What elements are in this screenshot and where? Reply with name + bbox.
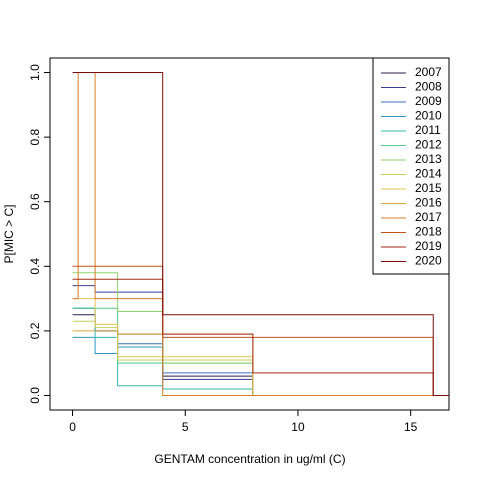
legend-label: 2009 — [415, 94, 442, 108]
legend-label: 2014 — [415, 167, 442, 181]
legend-label: 2016 — [415, 196, 442, 210]
legend-label: 2010 — [415, 109, 442, 123]
legend-box — [372, 57, 450, 275]
step-line — [72, 265, 449, 396]
step-line — [72, 285, 449, 396]
y-tick-label: 0.4 — [28, 258, 42, 275]
step-line — [72, 336, 449, 396]
step-line — [72, 320, 449, 396]
y-axis-label: P[MIC > C] — [2, 204, 16, 263]
step-line — [72, 72, 449, 396]
x-axis-label: GENTAM concentration in ug/ml (C) — [154, 452, 345, 466]
legend-label: 2020 — [415, 254, 442, 268]
step-line — [72, 307, 449, 396]
legend-label: 2013 — [415, 152, 442, 166]
legend-label: 2008 — [415, 80, 442, 94]
y-tick-label: 0.0 — [28, 387, 42, 404]
x-tick-label: 15 — [404, 420, 418, 434]
legend-label: 2007 — [415, 65, 442, 79]
legend-label: 2019 — [415, 239, 442, 253]
legend-label: 2017 — [415, 210, 442, 224]
step-line — [72, 307, 449, 396]
x-tick-label: 5 — [182, 420, 189, 434]
step-line — [72, 314, 449, 396]
x-tick-label: 10 — [291, 420, 305, 434]
x-tick-label: 0 — [69, 420, 76, 434]
legend-label: 2011 — [415, 123, 441, 137]
legend-label: 2012 — [415, 138, 442, 152]
y-tick-label: 1.0 — [28, 64, 42, 81]
y-tick-label: 0.6 — [28, 193, 42, 210]
y-tick-label: 0.8 — [28, 128, 42, 145]
legend-label: 2015 — [415, 181, 442, 195]
legend-label: 2018 — [415, 225, 442, 239]
y-tick-label: 0.2 — [28, 322, 42, 339]
step-line — [72, 72, 449, 396]
step-line — [72, 307, 449, 396]
